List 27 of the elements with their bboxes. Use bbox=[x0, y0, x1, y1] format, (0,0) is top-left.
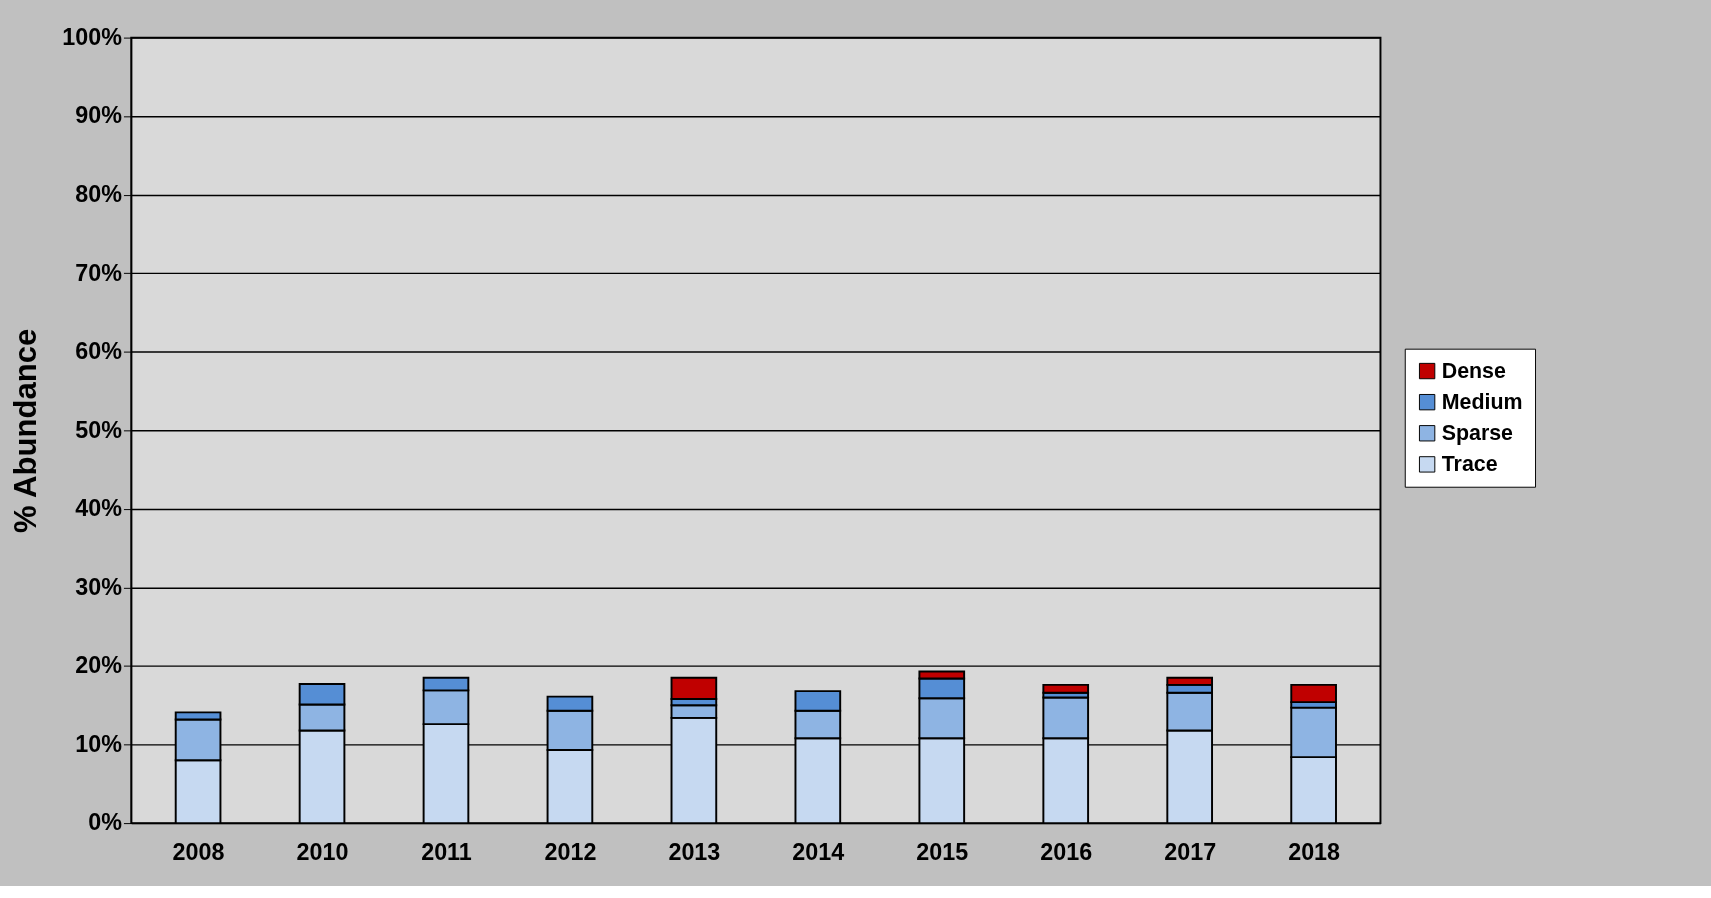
y-tick-label: 80% bbox=[75, 181, 123, 207]
x-tick-label: 2016 bbox=[1040, 838, 1093, 865]
y-tick-label: 20% bbox=[75, 652, 123, 679]
x-tick-label: 2013 bbox=[668, 838, 721, 865]
y-tick-label: 30% bbox=[75, 573, 123, 600]
y-axis-title: % Abundance bbox=[8, 328, 44, 534]
y-tick-label: 40% bbox=[75, 495, 123, 522]
x-tick-label: 2008 bbox=[172, 838, 225, 865]
bar bbox=[1042, 683, 1090, 694]
x-tick-label: 2018 bbox=[1288, 838, 1341, 865]
y-tick-label: 90% bbox=[75, 102, 123, 129]
y-tick-label: 0% bbox=[88, 809, 123, 836]
y-tick-label: 100% bbox=[62, 23, 123, 50]
y-tick-label: 60% bbox=[75, 338, 123, 365]
legend-label: Trace bbox=[1441, 452, 1498, 477]
x-tick-label: 2015 bbox=[916, 838, 969, 865]
legend-label: Dense bbox=[1441, 358, 1506, 383]
x-tick-label: 2012 bbox=[544, 838, 597, 865]
x-tick-label: 2014 bbox=[792, 838, 845, 865]
y-tick-label: 10% bbox=[75, 730, 123, 757]
x-tick-label: 2011 bbox=[421, 838, 472, 865]
x-tick-label: 2017 bbox=[1164, 838, 1217, 865]
legend-label: Sparse bbox=[1441, 421, 1514, 446]
y-tick-label: 70% bbox=[75, 259, 123, 286]
legend-label: Medium bbox=[1441, 389, 1523, 414]
x-tick-label: 2010 bbox=[296, 838, 349, 865]
y-tick-label: 50% bbox=[75, 416, 123, 443]
